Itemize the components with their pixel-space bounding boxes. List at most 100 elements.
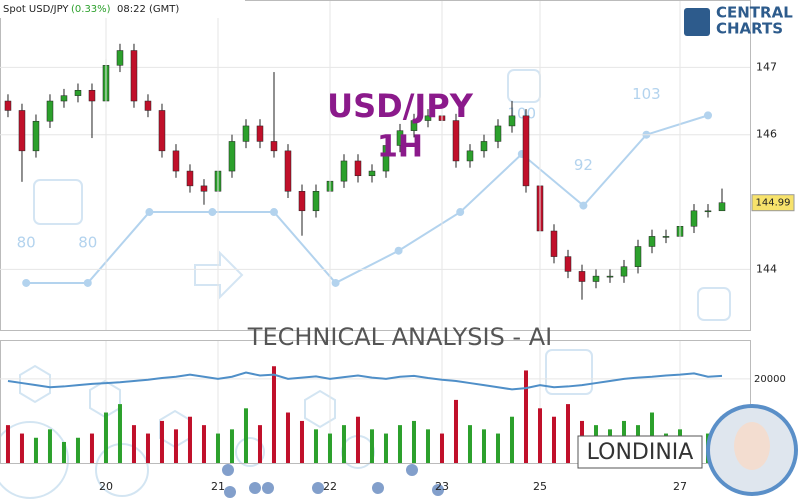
candle-body — [46, 100, 54, 122]
volume-bar — [5, 425, 10, 463]
candle-body — [620, 266, 628, 277]
volume-bar — [103, 412, 108, 463]
candle-body — [172, 150, 180, 172]
y-tick-label: 144 — [756, 262, 777, 275]
y-tick-label: 147 — [756, 60, 777, 73]
ai-point — [269, 208, 278, 217]
volume-bar — [411, 420, 416, 463]
candle-body — [158, 110, 166, 152]
volume-bar — [509, 416, 514, 463]
candle-body — [424, 115, 432, 121]
volume-bar — [257, 425, 262, 463]
volume-bar — [61, 441, 66, 463]
candle-body — [18, 110, 26, 152]
volume-bar — [425, 429, 430, 463]
candle-body — [564, 256, 572, 272]
y-tick-label: 146 — [756, 128, 777, 141]
volume-bar — [313, 429, 318, 463]
watermark-title: USD/JPY — [327, 87, 474, 125]
candle-body — [522, 115, 530, 187]
header-bg — [0, 0, 245, 18]
watermark-subtitle: 1H — [377, 130, 423, 165]
volume-frame — [0, 340, 751, 464]
candle-body — [130, 50, 138, 102]
candle-body — [494, 125, 502, 142]
volume-bar — [243, 408, 248, 463]
instrument: Spot USD/JPY — [3, 4, 69, 15]
logo-icon — [684, 8, 710, 36]
volume-bar — [439, 433, 444, 463]
volume-line — [7, 371, 723, 391]
x-tick-label: 21 — [211, 480, 225, 493]
price-frame — [0, 0, 751, 331]
change: (0.33%) — [71, 4, 111, 15]
candle-body — [284, 150, 292, 192]
volume-bar — [187, 416, 192, 463]
candle-body — [550, 230, 558, 257]
x-tick-label: 25 — [533, 480, 547, 493]
candle-body — [368, 170, 376, 177]
logo-top: CENTRAL — [716, 4, 793, 22]
candle-body — [592, 275, 600, 282]
volume-bar — [229, 429, 234, 463]
volume-bar — [355, 416, 360, 463]
hex-dots — [222, 464, 444, 498]
candle-body — [396, 130, 404, 146]
volume-bar — [47, 429, 52, 463]
volume-bar — [341, 425, 346, 463]
ai-point — [456, 208, 465, 217]
volume-bar — [369, 429, 374, 463]
volume-bar — [33, 437, 38, 463]
candle-body — [200, 185, 208, 192]
volume-bar — [481, 429, 486, 463]
candle-body — [298, 191, 306, 212]
volume-bar — [159, 420, 164, 463]
volume-bar — [467, 425, 472, 463]
candle-body — [662, 236, 670, 238]
x-tick-label: 22 — [323, 480, 337, 493]
price-tag — [751, 194, 795, 212]
candle-body — [690, 210, 698, 227]
candle-body — [228, 141, 236, 172]
ai-point — [394, 246, 403, 255]
candle-body — [606, 275, 614, 278]
candle-body — [242, 125, 250, 142]
volume-bar — [453, 399, 458, 463]
candle-body — [452, 120, 460, 162]
candle-body — [144, 100, 152, 111]
volume-bar — [383, 433, 388, 463]
volume-bar — [565, 404, 570, 463]
candle-body — [704, 210, 712, 213]
ai-point — [703, 111, 712, 120]
volume-bar — [551, 416, 556, 463]
x-tick-label: 23 — [435, 480, 449, 493]
ai-label: 103 — [632, 85, 661, 103]
volume-bar — [173, 429, 178, 463]
ai-point — [331, 278, 340, 287]
volume-bar — [495, 433, 500, 463]
volume-bar — [19, 433, 24, 463]
volume-bar — [271, 366, 276, 463]
volume-bar — [145, 433, 150, 463]
x-tick-label: 20 — [99, 480, 113, 493]
banner: TECHNICAL ANALYSIS - AI — [247, 323, 552, 351]
candle-body — [312, 191, 320, 212]
candle-body — [410, 120, 418, 131]
candle-body — [74, 89, 82, 96]
ai-point — [22, 278, 31, 287]
time: 08:22 (GMT) — [117, 4, 179, 15]
ai-point — [208, 208, 217, 217]
candle-body — [718, 202, 726, 212]
candle-body — [270, 141, 278, 152]
volume-bar — [215, 433, 220, 463]
volume-bar — [285, 412, 290, 463]
candle-body — [88, 89, 96, 102]
ai-point — [579, 201, 588, 210]
decoration — [0, 69, 731, 499]
candle-body — [354, 160, 362, 177]
candle-body — [480, 141, 488, 152]
y-tick-label: 20000 — [754, 374, 786, 385]
avatar-face — [734, 422, 770, 470]
candle-body — [508, 115, 516, 127]
